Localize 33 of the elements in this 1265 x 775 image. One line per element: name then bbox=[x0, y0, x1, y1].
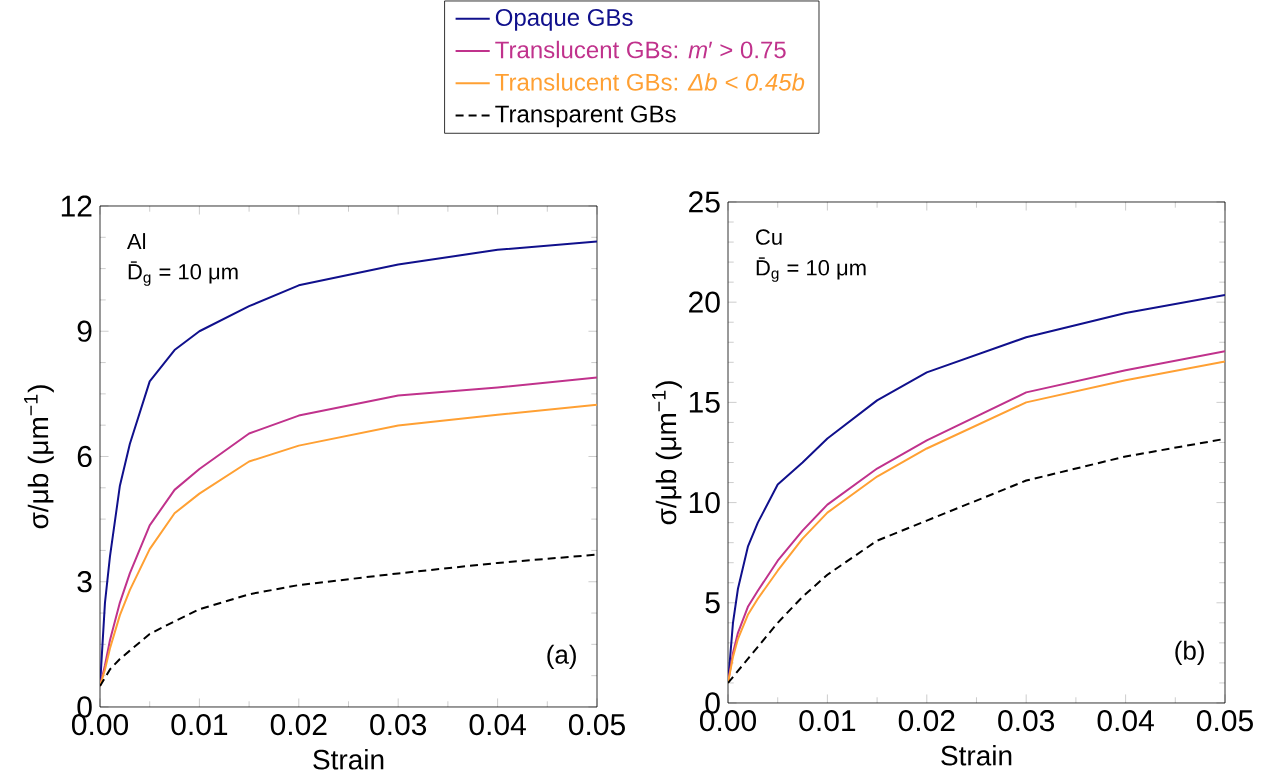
x-tick-label: 0.04 bbox=[469, 714, 526, 736]
y-tick-label: 5 bbox=[705, 592, 720, 614]
x-tick-label: 0.05 bbox=[1196, 710, 1253, 732]
legend-label: Translucent GBs: m′ > 0.75 bbox=[495, 40, 786, 59]
legend-label: Translucent GBs: Δb < 0.45b bbox=[495, 73, 805, 91]
annotation: Cu bbox=[756, 229, 782, 245]
x-tick-label: 0.03 bbox=[370, 714, 427, 736]
annotation: (b) bbox=[1175, 640, 1204, 666]
y-tick-label: 3 bbox=[77, 571, 92, 593]
annotation: Al bbox=[126, 233, 146, 250]
legend-label: Opaque GBs bbox=[495, 8, 633, 31]
x-tick-label: 0.02 bbox=[270, 714, 327, 736]
annotation: D̄$_{g}$ = 10 μm bbox=[756, 257, 866, 282]
y-axis-title: σ/μb (μm$^{−1}$) bbox=[652, 381, 682, 525]
x-axis-title: Strain bbox=[313, 749, 384, 770]
y-axis-title: σ/μb (μm$^{−1}$) bbox=[24, 385, 54, 529]
x-tick-label: 0.03 bbox=[998, 710, 1055, 732]
x-tick-label: 0.02 bbox=[898, 710, 955, 732]
y-tick-label: 20 bbox=[689, 291, 720, 313]
x-tick-label: 0.01 bbox=[799, 710, 856, 732]
x-axis-title: Strain bbox=[941, 745, 1012, 766]
y-tick-label: 6 bbox=[77, 445, 92, 468]
x-tick-label: 0.04 bbox=[1097, 710, 1154, 732]
legend-label: Transparent GBs bbox=[495, 105, 676, 128]
y-tick-label: 15 bbox=[689, 391, 720, 413]
y-tick-label: 12 bbox=[61, 195, 92, 217]
y-tick-label: 25 bbox=[689, 191, 720, 213]
x-tick-label: 0.01 bbox=[171, 714, 228, 736]
annotation: D̄$_{g}$ = 10 μm bbox=[128, 261, 238, 286]
y-tick-label: 10 bbox=[689, 491, 720, 514]
annotation: (a) bbox=[547, 644, 576, 670]
y-tick-label: 9 bbox=[77, 320, 92, 342]
x-tick-label: 0.05 bbox=[568, 714, 625, 736]
